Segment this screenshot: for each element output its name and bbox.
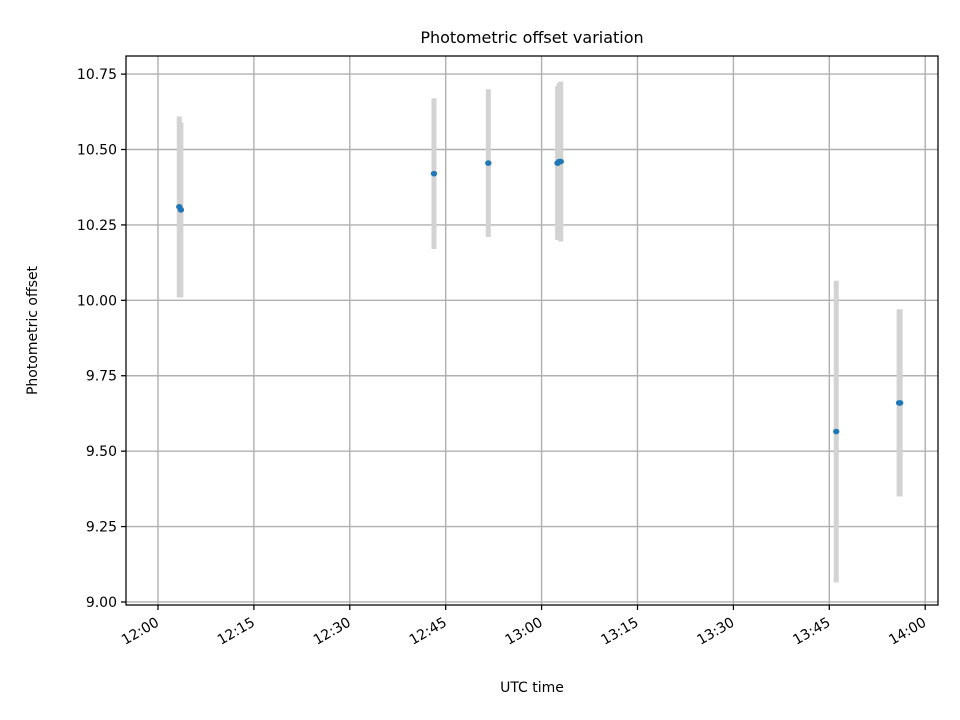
y-tick-label: 10.50 xyxy=(77,143,117,159)
y-tick-label: 9.00 xyxy=(86,595,117,611)
plot-frame xyxy=(125,55,939,606)
y-axis-label: Photometric offset xyxy=(25,265,41,395)
data-point xyxy=(430,170,438,177)
grid-layer xyxy=(126,56,938,605)
y-tick-label: 9.50 xyxy=(86,444,117,460)
chart-title: Photometric offset variation xyxy=(420,28,643,47)
y-tick-label: 10.25 xyxy=(77,218,117,234)
data-point xyxy=(833,428,840,435)
data-point xyxy=(896,400,904,406)
y-tick-label: 9.75 xyxy=(86,369,117,385)
y-tick-label: 9.25 xyxy=(86,520,117,536)
data-point xyxy=(557,158,564,165)
point-layer xyxy=(176,158,904,435)
x-axis-label: UTC time xyxy=(500,680,564,696)
data-point xyxy=(485,160,492,166)
data-point xyxy=(177,207,185,213)
y-tick-label: 10.75 xyxy=(77,67,117,83)
y-tick-label: 10.00 xyxy=(77,293,117,309)
